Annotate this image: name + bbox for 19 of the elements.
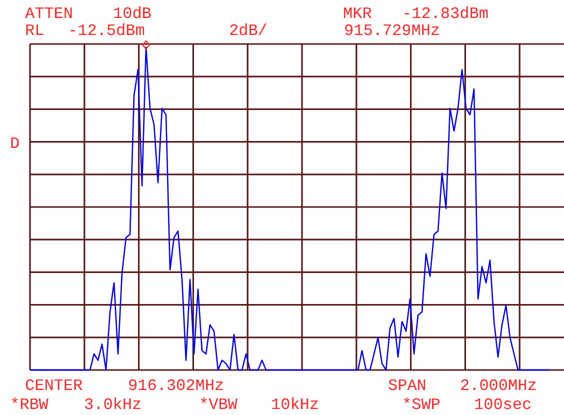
text: 915.729MHz xyxy=(344,22,440,40)
text: 3.0kHz xyxy=(84,396,142,414)
text: 2dB/ xyxy=(229,22,268,40)
text: MKR xyxy=(343,5,372,23)
text: *SWP xyxy=(402,396,440,414)
text: 2.000MHz xyxy=(460,377,537,395)
text: *RBW xyxy=(10,396,49,414)
text: -12.5dBm xyxy=(68,22,145,40)
text: ATTEN xyxy=(25,5,74,23)
text: RL xyxy=(25,22,44,40)
text: 10dB xyxy=(113,5,152,23)
text: *VBW xyxy=(199,396,238,414)
text: CENTER xyxy=(25,377,84,395)
text: D xyxy=(10,135,20,153)
text: -12.83dBm xyxy=(402,5,488,23)
text: SPAN xyxy=(388,377,426,395)
text: 916.302MHz xyxy=(128,377,224,395)
text: 10kHz xyxy=(271,396,320,414)
text: 100sec xyxy=(474,396,532,414)
